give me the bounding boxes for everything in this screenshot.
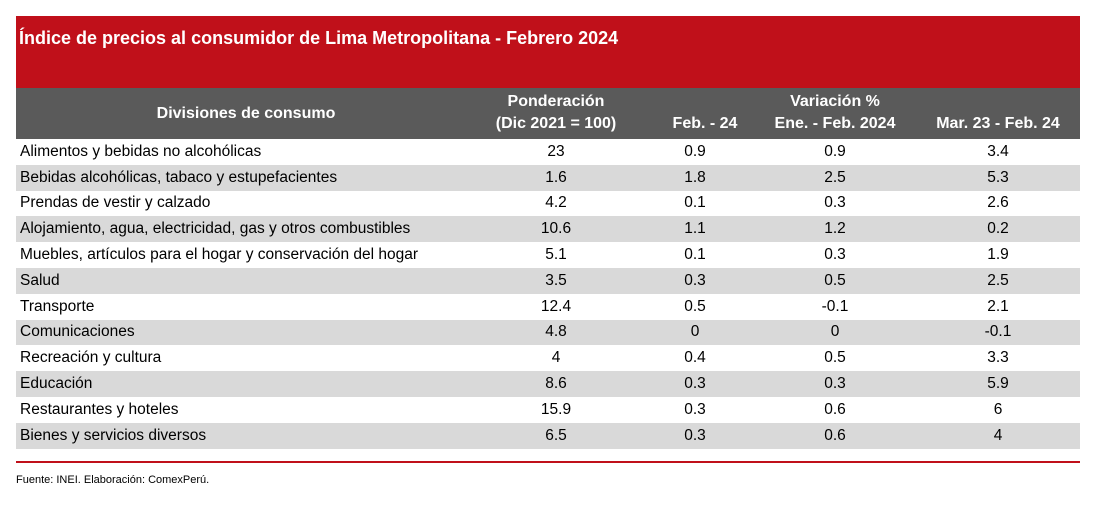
cell-value: 0.3: [824, 194, 846, 212]
table-row: Bebidas alcohólicas, tabaco y estupefaci…: [16, 164, 1080, 191]
cell-value: 2.5: [754, 164, 916, 191]
table-row: Salud 3.5 0.3 0.5 2.5: [16, 267, 1080, 294]
cell-value: 2.6: [987, 194, 1009, 212]
cell-value: 1.9: [987, 246, 1009, 264]
data-table: Alimentos y bebidas no alcohólicas 23 0.9 0…: [16, 139, 1080, 449]
cell-value: 0.4: [684, 349, 706, 367]
row-label: Bebidas alcohólicas, tabaco y estupefaci…: [16, 164, 476, 191]
cell-value: 12.4: [540, 297, 572, 315]
table-row: Alimentos y bebidas no alcohólicas 23 0.9 0…: [16, 139, 1080, 165]
row-label: Bienes y servicios diversos: [16, 422, 476, 449]
header-weight-line1: Ponderación: [507, 93, 605, 110]
cell-value: 6: [993, 400, 1003, 418]
row-label: Alojamiento, agua, electricidad, gas y o…: [16, 216, 476, 243]
cell-value: 1.1: [636, 216, 754, 243]
cell-value: 4: [551, 349, 561, 367]
row-label: Educación: [16, 371, 476, 397]
cell-value: 2.5: [916, 267, 1080, 294]
cell-value: 3.5: [476, 267, 636, 294]
title-bar: [16, 16, 1080, 88]
header-weight-line2: (Dic 2021 = 100): [495, 115, 617, 132]
cell-value: 4: [916, 422, 1080, 449]
header-col-ene-feb: Ene. - Feb. 2024: [774, 115, 896, 132]
cell-value: 0.3: [636, 422, 754, 449]
cell-value: 5.9: [916, 371, 1080, 397]
header-divisions: Divisiones de consumo: [156, 105, 336, 122]
cell-value: 0.5: [754, 267, 916, 294]
source-note: Fuente: INEI. Elaboración: ComexPerú.: [16, 474, 210, 486]
table-row: Transporte 12.4 0.5 -0.1 2.1: [16, 294, 1080, 320]
table-row: Prendas de vestir y calzado 4.2 0.1 0.3 2.6: [16, 191, 1080, 217]
cell-value: 15.9: [540, 400, 572, 418]
cell-value: 0.5: [684, 297, 706, 315]
cell-value: 1.6: [476, 164, 636, 191]
cell-value: 5.1: [545, 246, 567, 264]
table-row: Restaurantes y hoteles 15.9 0.3 0.6 6: [16, 397, 1080, 423]
table-row: Bienes y servicios diversos 6.5 0.3 0.6 4: [16, 422, 1080, 449]
table-title: Índice de precios al consumidor de Lima …: [19, 28, 619, 48]
table-header: Divisiones de consumo Ponderación (Dic 2…: [16, 88, 1080, 139]
table-row: Recreación y cultura 4 0.4 0.5 3.3: [16, 345, 1080, 371]
cell-value: 5.3: [916, 164, 1080, 191]
row-label: Restaurantes y hoteles: [20, 400, 179, 418]
cell-value: 0.6: [824, 400, 846, 418]
row-label: Prendas de vestir y calzado: [20, 194, 211, 212]
cell-value: 4.8: [476, 319, 636, 346]
cell-value: 8.6: [476, 371, 636, 397]
cell-value: 0: [754, 319, 916, 346]
cell-value: 0.3: [636, 267, 754, 294]
row-label: Salud: [16, 267, 476, 294]
row-label: Comunicaciones: [16, 319, 476, 346]
cell-value: 3.3: [987, 349, 1009, 367]
row-label: Recreación y cultura: [20, 349, 162, 367]
cell-value: -0.1: [821, 297, 849, 315]
cell-value: 4.2: [545, 194, 567, 212]
cell-value: 0.3: [684, 400, 706, 418]
cell-value: 0.3: [824, 246, 846, 264]
cell-value: 0.3: [754, 371, 916, 397]
cell-value: 0.3: [636, 371, 754, 397]
cell-value: 3.4: [987, 142, 1009, 160]
cell-value: 6.5: [476, 422, 636, 449]
cell-value: 2.1: [987, 297, 1009, 315]
header-col-mar-feb: Mar. 23 - Feb. 24: [936, 115, 1060, 132]
header-variation-group: Variación %: [790, 93, 880, 110]
table-row: Alojamiento, agua, electricidad, gas y o…: [16, 216, 1080, 243]
cell-value: 0.1: [684, 246, 706, 264]
cell-value: 0.9: [684, 142, 706, 160]
table-row: Educación 8.6 0.3 0.3 5.9: [16, 371, 1080, 397]
cell-value: -0.1: [916, 319, 1080, 346]
row-label: Transporte: [20, 297, 95, 315]
header-col-feb: Feb. - 24: [672, 115, 738, 132]
cell-value: 0.1: [684, 194, 706, 212]
row-label: Muebles, artículos para el hogar y conse…: [20, 246, 419, 264]
table-row: Muebles, artículos para el hogar y conse…: [16, 242, 1080, 268]
cell-value: 10.6: [476, 216, 636, 243]
cell-value: 0.6: [754, 422, 916, 449]
cell-value: 1.8: [636, 164, 754, 191]
bottom-rule: [16, 461, 1080, 463]
cell-value: 23: [547, 142, 565, 160]
cell-value: 1.2: [754, 216, 916, 243]
cell-value: 0.5: [824, 349, 846, 367]
cell-value: 0: [636, 319, 754, 346]
cell-value: 0.2: [916, 216, 1080, 243]
table-row: Comunicaciones 4.8 0 0 -0.1: [16, 319, 1080, 346]
cell-value: 0.9: [824, 142, 846, 160]
row-label: Alimentos y bebidas no alcohólicas: [20, 142, 262, 160]
